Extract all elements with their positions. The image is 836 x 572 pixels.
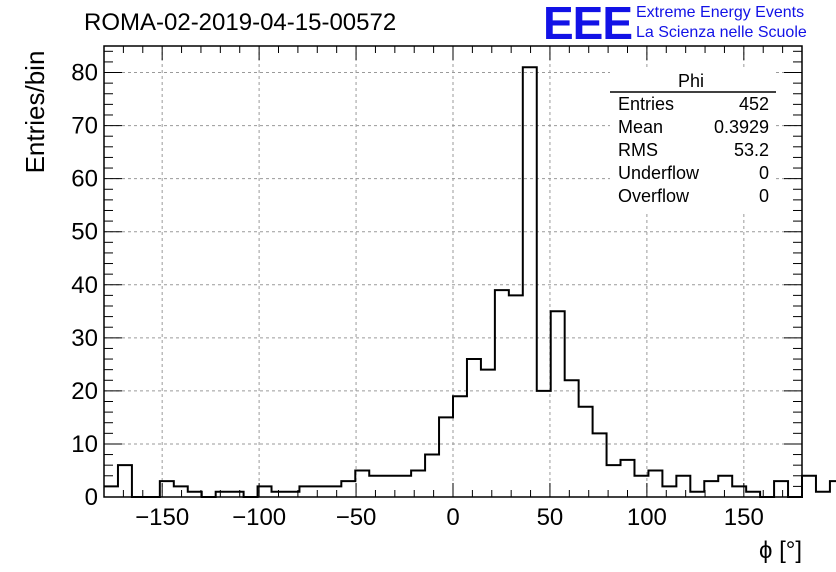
stats-value: 452 — [739, 94, 769, 114]
histogram-series — [104, 66, 836, 498]
y-axis-label: Entries/bin — [20, 51, 50, 174]
histogram-bin — [341, 481, 355, 497]
histogram-bin — [174, 486, 188, 497]
stats-value: 0 — [759, 186, 769, 206]
histogram-bin — [495, 290, 509, 497]
histogram-bin — [802, 476, 816, 497]
stats-value: 0 — [759, 163, 769, 183]
histogram-bin — [662, 486, 676, 497]
histogram-bin — [467, 359, 481, 497]
y-tick-label: 30 — [71, 325, 98, 352]
y-tick-label: 20 — [71, 378, 98, 405]
histogram-bin — [634, 476, 648, 497]
histogram-bin — [718, 476, 732, 497]
x-tick-label: −150 — [135, 504, 189, 531]
histogram-bin — [704, 481, 718, 497]
histogram-bin — [313, 486, 327, 497]
histogram-bin — [104, 486, 118, 497]
y-tick-label: 80 — [71, 60, 98, 87]
histogram-bin — [579, 407, 593, 497]
histogram-bin — [258, 486, 272, 497]
y-tick-label: 40 — [71, 272, 98, 299]
y-tick-label: 60 — [71, 166, 98, 193]
x-tick-label: 50 — [537, 504, 564, 531]
y-tick-label: 0 — [85, 484, 98, 511]
chart-title: ROMA-02-2019-04-15-00572 — [84, 9, 397, 36]
x-axis-label: ϕ [°] — [759, 537, 802, 564]
histogram-bin — [523, 67, 537, 497]
stats-label: Overflow — [618, 186, 690, 206]
stats-value: 53.2 — [734, 140, 769, 160]
histogram-bin — [593, 433, 607, 497]
org-name: Extreme Energy Events La Scienza nelle S… — [636, 3, 807, 43]
y-tick-label: 50 — [71, 219, 98, 246]
axis-ticks — [103, 46, 803, 498]
stats-box-name: Phi — [678, 71, 704, 91]
histogram-bin — [551, 311, 565, 497]
histogram-bin — [565, 380, 579, 497]
histogram-bin — [118, 465, 132, 497]
x-tick-label: 0 — [446, 504, 459, 531]
stats-value: 0.3929 — [714, 117, 769, 137]
org-line-2: La Scienza nelle Scuole — [636, 24, 807, 41]
histogram-bin — [299, 486, 313, 497]
histogram-bin — [648, 470, 662, 497]
stats-label: Entries — [618, 94, 674, 114]
grid-lines — [104, 46, 802, 497]
histogram-bin — [481, 370, 495, 497]
x-tick-label: 100 — [627, 504, 667, 531]
histogram-bin — [439, 417, 453, 497]
y-tick-label: 70 — [71, 113, 98, 140]
histogram-bin — [369, 476, 383, 497]
histogram-bin — [425, 455, 439, 497]
histogram-bin — [676, 476, 690, 497]
histogram-outline — [104, 66, 836, 498]
eee-logo: EEE — [543, 0, 633, 49]
histogram-bin — [327, 486, 341, 497]
histogram-bin — [774, 481, 788, 497]
histogram-bin — [355, 470, 369, 497]
org-line-1: Extreme Energy Events — [636, 4, 805, 21]
histogram-bin — [453, 396, 467, 497]
histogram-bin — [607, 465, 621, 497]
stats-label: RMS — [618, 140, 658, 160]
x-tick-label: −50 — [336, 504, 377, 531]
histogram-bin — [509, 295, 523, 497]
histogram-bin — [397, 476, 411, 497]
stats-label: Mean — [618, 117, 663, 137]
stats-label: Underflow — [618, 163, 700, 183]
histogram-bin — [411, 470, 425, 497]
x-tick-label: −100 — [232, 504, 286, 531]
y-tick-label: 10 — [71, 431, 98, 458]
x-tick-label: 150 — [724, 504, 764, 531]
tick-labels: −150 −100 −50 0 50 100 150 0 10 20 30 40 50 60 70 80 — [71, 60, 764, 531]
